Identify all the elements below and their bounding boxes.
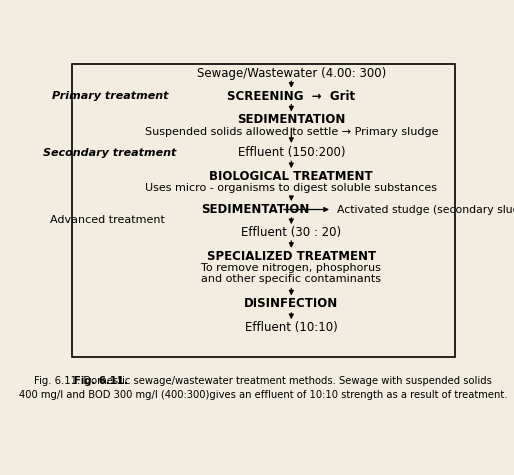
Text: Primary treatment: Primary treatment: [52, 91, 168, 101]
Text: DISINFECTION: DISINFECTION: [244, 297, 338, 310]
Text: Suspended solids allowed to settle → Primary sludge: Suspended solids allowed to settle → Pri…: [144, 127, 438, 137]
Text: Uses micro - organisms to digest soluble substances: Uses micro - organisms to digest soluble…: [145, 183, 437, 193]
Text: Effluent (30 : 20): Effluent (30 : 20): [241, 226, 341, 239]
Text: SPECIALIZED TREATMENT: SPECIALIZED TREATMENT: [207, 250, 376, 263]
Text: BIOLOGICAL TREATMENT: BIOLOGICAL TREATMENT: [210, 170, 373, 183]
Text: Advanced treatment: Advanced treatment: [50, 215, 164, 225]
Text: Fig. 6.11.: Fig. 6.11.: [74, 376, 128, 386]
Text: SEDIMENTATION: SEDIMENTATION: [237, 114, 345, 126]
Text: SEDIMENTATION: SEDIMENTATION: [201, 203, 309, 216]
Text: Activated studge (secondary sludge): Activated studge (secondary sludge): [337, 205, 514, 215]
Text: 400 mg/l and BOD 300 mg/l (400:300)gives an effluent of 10:10 strength as a resu: 400 mg/l and BOD 300 mg/l (400:300)gives…: [19, 390, 508, 400]
Text: and other specific contaminants: and other specific contaminants: [201, 275, 381, 285]
Text: Fig. 6.11. Domestic sewage/wastewater treatment methods. Sewage with suspended s: Fig. 6.11. Domestic sewage/wastewater tr…: [34, 376, 492, 386]
FancyBboxPatch shape: [72, 64, 455, 357]
Text: Effluent (150:200): Effluent (150:200): [237, 146, 345, 159]
Text: SCREENING  →  Grit: SCREENING → Grit: [227, 90, 355, 103]
Text: Effluent (10:10): Effluent (10:10): [245, 321, 338, 334]
Text: Secondary treatment: Secondary treatment: [43, 148, 177, 158]
Text: Sewage/Wastewater (4.00: 300): Sewage/Wastewater (4.00: 300): [197, 67, 386, 80]
Text: To remove nitrogen, phosphorus: To remove nitrogen, phosphorus: [201, 264, 381, 274]
